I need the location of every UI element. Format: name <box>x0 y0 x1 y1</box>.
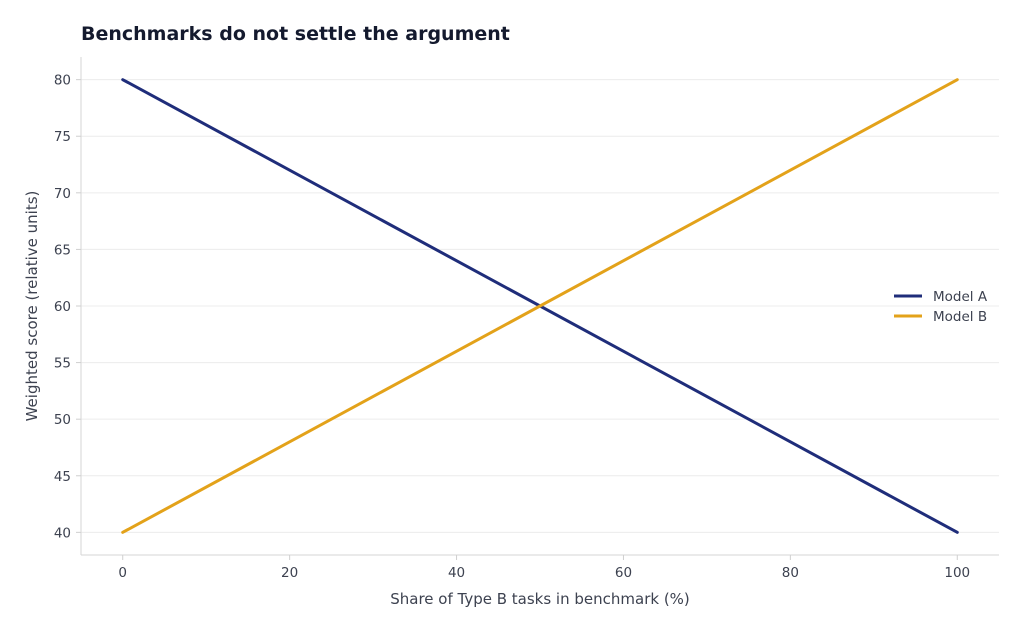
x-tick-label: 20 <box>281 565 298 581</box>
y-tick-label: 75 <box>54 129 71 145</box>
y-tick-label: 55 <box>54 356 71 372</box>
x-tick-label: 80 <box>782 565 799 581</box>
legend: Model A Model B <box>894 289 988 325</box>
y-axis-label: Weighted score (relative units) <box>23 191 41 422</box>
y-axis-ticks: 40 45 50 55 60 65 70 75 80 <box>54 73 81 541</box>
x-axis-ticks: 0 20 40 60 80 100 <box>118 555 970 581</box>
series-lines <box>121 78 959 534</box>
series-line-model-b <box>121 78 959 534</box>
legend-label-model-a: Model A <box>933 289 988 305</box>
y-tick-label: 50 <box>54 412 71 428</box>
x-tick-label: 0 <box>118 565 127 581</box>
y-tick-label: 60 <box>54 299 71 315</box>
y-tick-label: 40 <box>54 525 71 541</box>
x-tick-label: 100 <box>944 565 970 581</box>
x-tick-label: 40 <box>448 565 465 581</box>
chart-title: Benchmarks do not settle the argument <box>81 23 510 45</box>
x-tick-label: 60 <box>615 565 632 581</box>
y-tick-label: 70 <box>54 186 71 202</box>
y-tick-label: 80 <box>54 73 71 89</box>
y-tick-label: 45 <box>54 469 71 485</box>
y-tick-label: 65 <box>54 242 71 258</box>
legend-label-model-b: Model B <box>933 309 987 325</box>
x-axis-label: Share of Type B tasks in benchmark (%) <box>390 590 690 608</box>
